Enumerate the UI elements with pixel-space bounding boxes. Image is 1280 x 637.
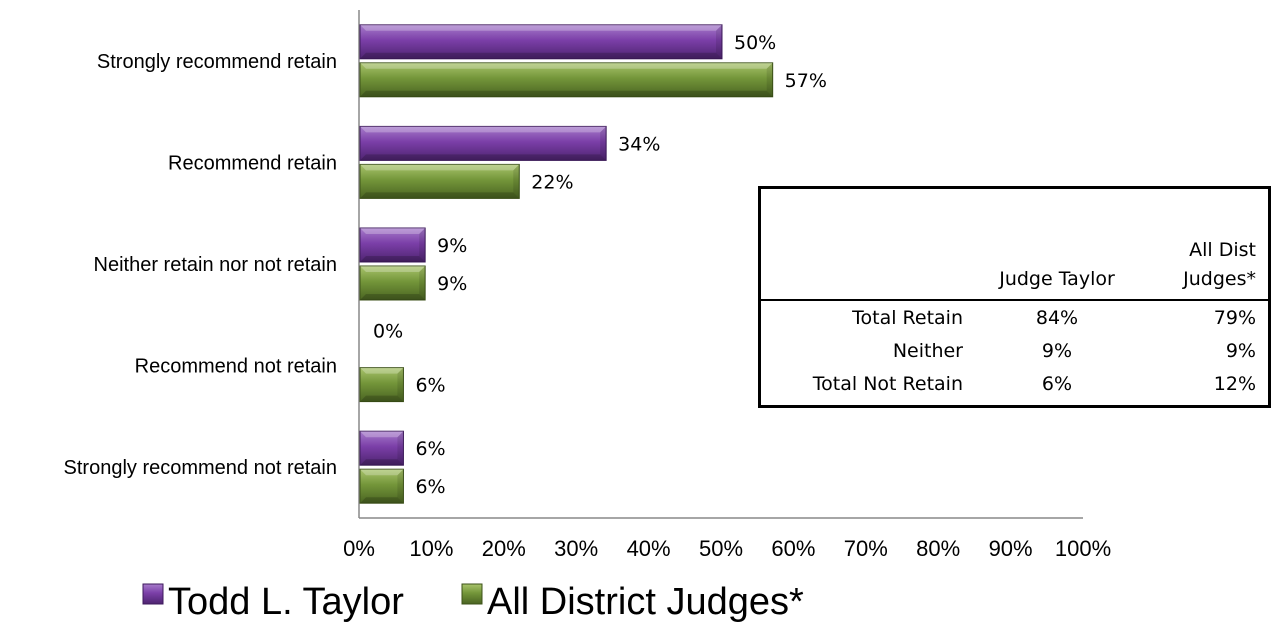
summary-row: Total Not Retain 6% 12%	[761, 367, 1268, 400]
x-tick-label: 80%	[916, 536, 960, 561]
bar	[359, 468, 404, 504]
chart-bars	[359, 24, 774, 504]
summary-cell: 9%	[1225, 339, 1256, 362]
summary-cell: 84%	[1035, 306, 1079, 329]
data-label: 50%	[734, 32, 776, 54]
x-tick-label: 20%	[482, 536, 526, 561]
x-tick-label: 40%	[627, 536, 671, 561]
bar	[359, 227, 426, 263]
bar	[359, 62, 774, 98]
data-label: 6%	[415, 438, 445, 460]
summary-header-cell: Judge Taylor	[975, 189, 1139, 301]
bar	[359, 367, 404, 403]
data-label: 6%	[415, 375, 445, 397]
data-label: 0%	[373, 321, 403, 343]
data-label: 34%	[618, 133, 660, 155]
data-label: 9%	[437, 235, 467, 257]
x-tick-label: 70%	[844, 536, 888, 561]
category-label: Recommend retain	[168, 152, 337, 174]
x-tick-label: 50%	[699, 536, 743, 561]
data-label: 22%	[531, 171, 573, 193]
summary-cell: 6%	[1041, 372, 1073, 395]
summary-cell: Total Retain	[852, 306, 963, 329]
x-tick-label: 0%	[343, 536, 375, 561]
x-tick-label: 30%	[554, 536, 598, 561]
legend-label: All District Judges*	[487, 581, 804, 623]
summary-cell: Total Not Retain	[812, 372, 963, 395]
summary-cell: 12%	[1213, 372, 1256, 395]
summary-row: Neither 9% 9%	[761, 334, 1268, 367]
summary-table: Judge Taylor All Dist Judges* Total Reta…	[758, 186, 1271, 408]
x-tick-label: 60%	[771, 536, 815, 561]
summary-cell: 79%	[1213, 306, 1256, 329]
summary-cell: 9%	[1041, 339, 1073, 362]
chart-legend: Todd L. Taylor All District Judges*	[142, 581, 804, 623]
data-label: 57%	[785, 70, 827, 92]
summary-header-cell: All Dist Judges*	[1139, 189, 1268, 301]
bar	[359, 125, 607, 161]
bar	[359, 24, 723, 60]
summary-header-row: Judge Taylor All Dist Judges*	[761, 189, 1268, 301]
data-label: 9%	[437, 273, 467, 295]
chart-labels: 0% 10% 20% 30% 40% 50% 60% 70% 80% 90% 100% Strongl…	[64, 32, 1112, 561]
category-label: Strongly recommend not retain	[64, 457, 337, 479]
category-label: Strongly recommend retain	[97, 51, 337, 73]
category-label: Neither retain nor not retain	[94, 254, 337, 276]
legend-swatch	[461, 583, 483, 605]
legend-label: Todd L. Taylor	[168, 581, 404, 623]
chart-axes	[358, 10, 1083, 519]
bar	[359, 265, 426, 301]
summary-header-cell	[761, 189, 975, 301]
summary-row: Total Retain 84% 79%	[761, 300, 1268, 334]
legend-swatch	[142, 583, 164, 605]
summary-cell: Neither	[892, 339, 963, 362]
x-tick-label: 10%	[409, 536, 453, 561]
bar	[359, 163, 520, 199]
data-label: 6%	[415, 476, 445, 498]
category-label: Recommend not retain	[135, 356, 337, 378]
x-tick-label: 100%	[1055, 536, 1111, 561]
x-tick-label: 90%	[989, 536, 1033, 561]
bar	[359, 430, 404, 466]
